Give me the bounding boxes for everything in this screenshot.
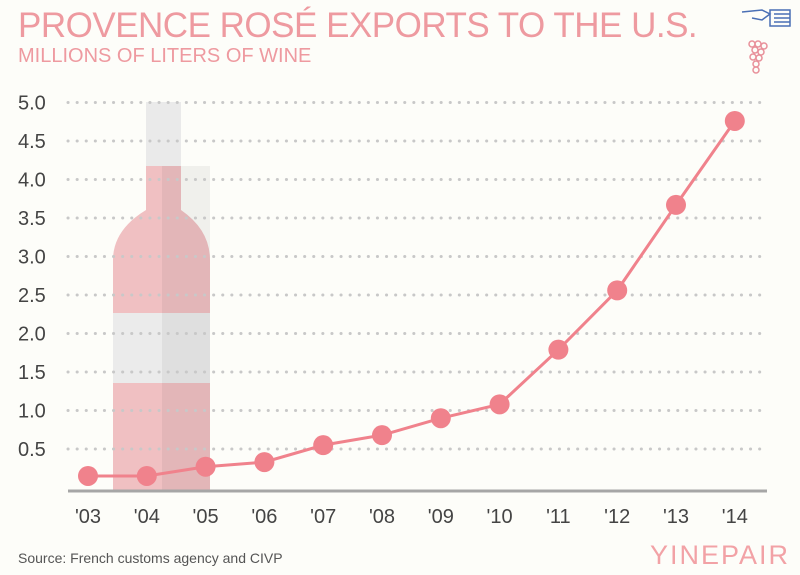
x-tick-label: '09 xyxy=(428,506,454,528)
data-point xyxy=(372,425,392,446)
x-tick-label: '10 xyxy=(487,506,513,528)
x-tick-label: '04 xyxy=(134,506,160,528)
y-tick-label: 2.5 xyxy=(18,285,46,307)
chart-title: PROVENCE ROSÉ EXPORTS TO THE U.S. xyxy=(18,6,698,45)
y-tick-label: 3.5 xyxy=(18,208,46,230)
x-tick-label: '11 xyxy=(546,506,571,528)
data-point xyxy=(313,435,334,456)
x-tick-label: '13 xyxy=(663,506,689,528)
x-tick-label: '07 xyxy=(310,506,336,528)
data-point xyxy=(548,339,569,360)
x-tick-label: '14 xyxy=(722,506,748,528)
data-point xyxy=(430,408,451,429)
data-point xyxy=(254,452,275,473)
hand-grape-icon xyxy=(741,9,791,74)
bottle-illustration xyxy=(113,102,210,491)
y-tick-label: 1.5 xyxy=(18,362,46,384)
data-point xyxy=(489,394,510,415)
x-tick-label: '06 xyxy=(251,506,277,528)
chart-subtitle: MILLIONS OF LITERS OF WINE xyxy=(18,45,312,67)
x-tick-label: '03 xyxy=(75,506,101,528)
y-tick-label: 0.5 xyxy=(18,439,46,461)
x-tick-label: '12 xyxy=(604,506,630,528)
data-point xyxy=(724,110,745,131)
y-tick-label: 1.0 xyxy=(18,401,46,423)
data-point xyxy=(666,194,686,215)
data-point xyxy=(78,465,98,486)
y-tick-label: 2.0 xyxy=(18,324,46,346)
data-point xyxy=(607,280,628,301)
data-point xyxy=(136,465,157,486)
y-tick-label: 4.0 xyxy=(18,170,46,192)
brand-logo: YINEPAIR xyxy=(650,540,791,570)
y-tick-label: 3.0 xyxy=(18,247,46,269)
y-tick-label: 5.0 xyxy=(18,93,46,115)
source-note: Source: French customs agency and CIVP xyxy=(18,550,283,566)
x-tick-label: '08 xyxy=(369,506,395,528)
data-point xyxy=(195,456,216,477)
x-tick-label: '05 xyxy=(193,506,219,528)
y-tick-label: 4.5 xyxy=(18,131,46,153)
